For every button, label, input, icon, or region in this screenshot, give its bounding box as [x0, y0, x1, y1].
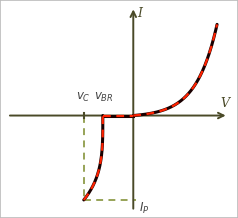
- Text: $v_C$: $v_C$: [76, 90, 91, 104]
- Text: $v_{BR}$: $v_{BR}$: [94, 90, 114, 104]
- Text: V: V: [221, 97, 230, 110]
- Text: I: I: [137, 7, 142, 20]
- Text: $I_P$: $I_P$: [139, 201, 150, 216]
